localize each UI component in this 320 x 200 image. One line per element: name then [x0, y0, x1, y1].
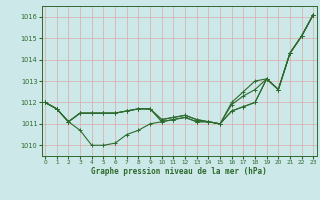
- X-axis label: Graphe pression niveau de la mer (hPa): Graphe pression niveau de la mer (hPa): [91, 167, 267, 176]
